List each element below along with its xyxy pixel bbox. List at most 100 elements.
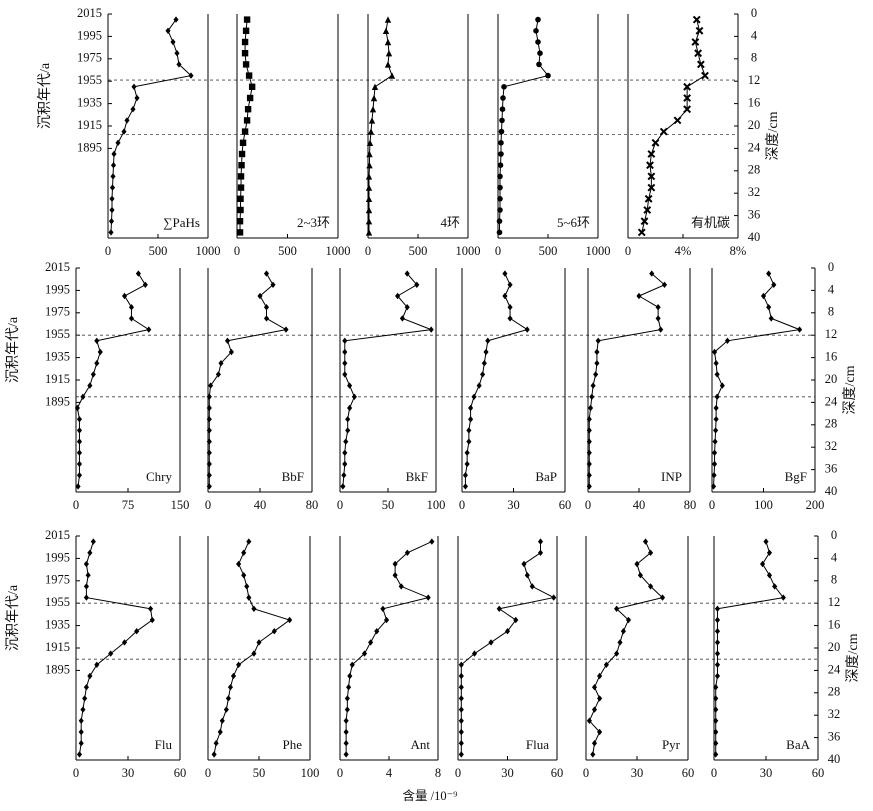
marker [496, 229, 503, 236]
age-tick-label: 1915 [77, 118, 102, 132]
panel-label: BaA [786, 737, 810, 752]
marker [134, 628, 140, 635]
marker [224, 337, 231, 344]
marker [121, 128, 127, 135]
marker [248, 83, 256, 90]
marker [241, 128, 249, 135]
x-tick-label: 200 [806, 498, 825, 512]
marker [365, 206, 373, 214]
marker [658, 326, 664, 333]
marker [458, 672, 464, 680]
x-tick-label: 40 [633, 498, 646, 512]
marker [366, 150, 373, 158]
marker [529, 583, 535, 590]
marker [206, 460, 212, 468]
marker [382, 27, 390, 34]
marker [342, 337, 348, 344]
x-tick-label: 75 [122, 498, 135, 512]
marker [714, 650, 721, 657]
marker [241, 572, 247, 579]
x-tick-label: 0 [585, 498, 591, 512]
depth-tick-label: 12 [828, 595, 841, 609]
marker [648, 583, 654, 590]
marker [594, 360, 600, 367]
marker [219, 717, 225, 724]
marker [683, 105, 692, 114]
marker [80, 706, 86, 713]
profile-line [588, 541, 664, 755]
marker [128, 315, 135, 322]
marker [497, 196, 503, 202]
panel-label: 4环 [440, 215, 460, 230]
age-tick-label: 2015 [45, 260, 70, 274]
marker [365, 184, 373, 191]
marker [458, 661, 464, 668]
marker [347, 672, 353, 680]
depth-tick-label: 36 [828, 729, 841, 743]
x-tick-label: 80 [306, 498, 319, 512]
marker [586, 460, 592, 468]
marker [383, 616, 390, 624]
marker [458, 728, 464, 736]
marker [464, 449, 470, 456]
marker [97, 348, 103, 356]
marker [349, 661, 355, 668]
marker [121, 292, 128, 300]
marker [343, 740, 349, 747]
marker [340, 483, 346, 490]
marker [251, 650, 257, 657]
marker [283, 326, 289, 333]
x-tick-label: 0 [337, 766, 343, 780]
marker [713, 416, 719, 423]
x-tick-label: 80 [684, 498, 697, 512]
marker [714, 628, 721, 635]
marker [661, 281, 668, 288]
marker [223, 706, 229, 713]
depth-tick-label: 36 [748, 207, 761, 221]
marker [714, 605, 721, 612]
marker [174, 50, 180, 57]
depth-tick-label: 8 [831, 573, 837, 587]
marker [257, 292, 263, 300]
marker [714, 393, 720, 400]
marker [128, 304, 135, 311]
marker [476, 382, 482, 389]
depth-tick-label: 16 [748, 95, 761, 109]
marker [714, 616, 721, 624]
marker [507, 315, 513, 322]
profile-line [715, 541, 785, 755]
marker [206, 404, 212, 412]
marker [239, 139, 247, 146]
age-axis-label: 沉积年代/a [5, 316, 21, 383]
x-tick-label: 1000 [196, 244, 221, 258]
depth-tick-label: 4 [828, 282, 835, 296]
marker [399, 315, 405, 322]
panel-label: BkF [406, 469, 428, 484]
marker [597, 695, 603, 702]
marker [537, 538, 544, 545]
x-tick-label: 60 [551, 766, 564, 780]
marker [485, 337, 491, 344]
depth-tick-label: 20 [828, 640, 841, 654]
marker [497, 162, 504, 168]
age-tick-label: 1995 [77, 28, 102, 42]
marker [642, 538, 649, 545]
x-tick-label: 30 [631, 766, 644, 780]
panel-label: Pyr [662, 737, 681, 752]
marker [75, 483, 81, 490]
marker [165, 27, 171, 34]
marker [466, 427, 472, 434]
marker [384, 61, 392, 68]
x-tick-label: 0 [205, 766, 211, 780]
marker [597, 672, 603, 680]
marker [365, 173, 373, 180]
x-tick-label: 150 [171, 498, 190, 512]
age-tick-label: 1955 [45, 595, 70, 609]
profile-line [345, 541, 433, 755]
marker [695, 26, 704, 35]
marker [135, 270, 141, 277]
marker [590, 751, 596, 758]
marker [85, 572, 91, 579]
marker [76, 460, 83, 468]
marker [713, 751, 719, 758]
